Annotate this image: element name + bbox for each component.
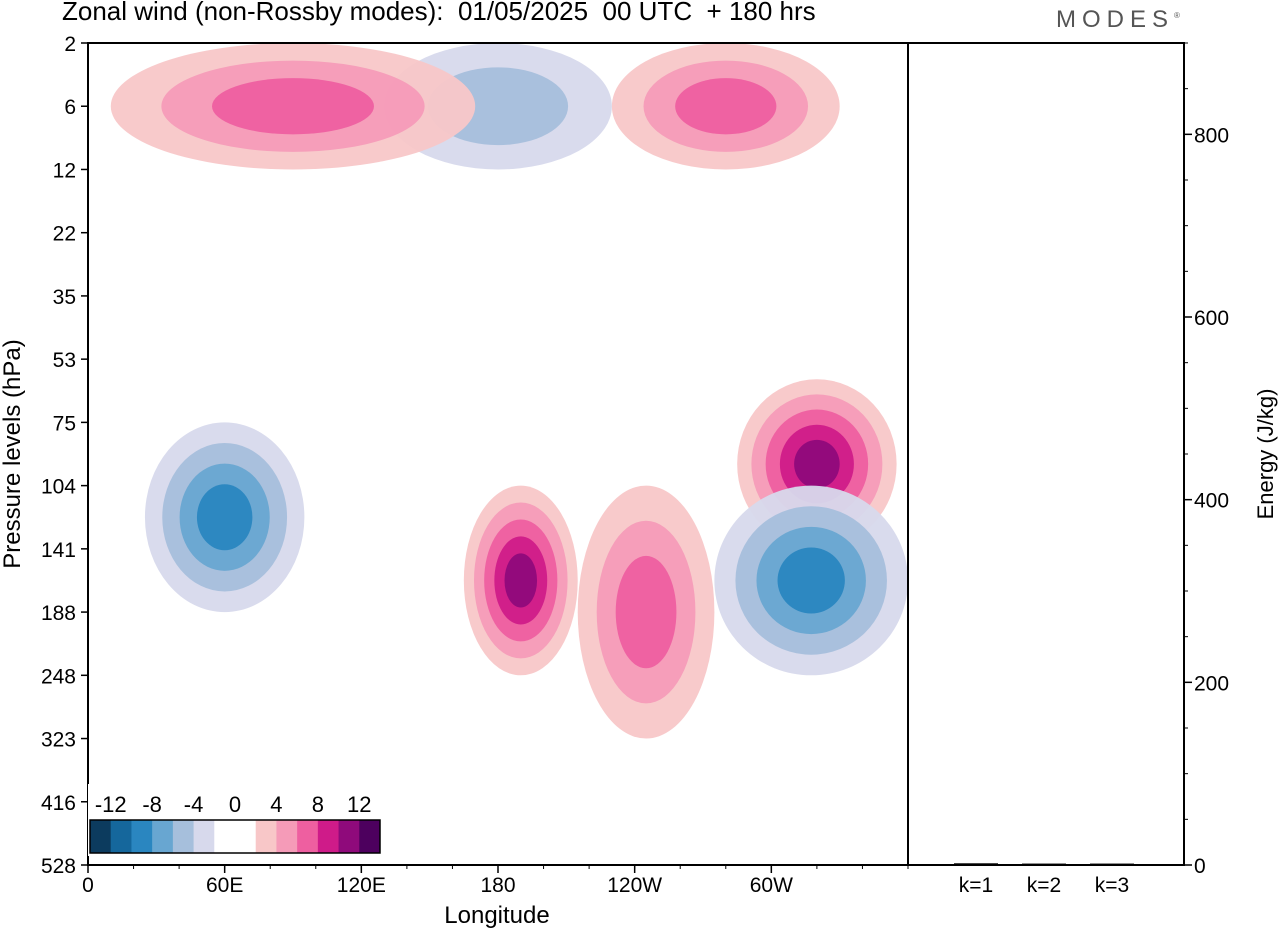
heatmap-contour xyxy=(504,553,538,608)
y-tick-label: 22 xyxy=(53,223,76,246)
energy-category-label: k=1 xyxy=(959,874,993,897)
energy-category-label: k=2 xyxy=(1027,874,1061,897)
heatmap-contour xyxy=(794,439,840,489)
y-tick-label: 6 xyxy=(64,96,76,119)
heatmap-contour xyxy=(615,555,677,669)
heatmap-field xyxy=(110,43,908,739)
colorbar-label: -8 xyxy=(142,792,162,817)
colorbar-swatch xyxy=(214,820,236,853)
x-tick-label: 120W xyxy=(607,874,662,897)
colorbar-swatch xyxy=(193,820,215,853)
y-tick-label: 104 xyxy=(41,476,76,499)
tick-labels: 0 60E 120E 180 120W 60W 2 6 12 22 35 53 75 104 141 188 2… xyxy=(41,33,1229,897)
colorbar-label: 8 xyxy=(312,792,324,817)
colorbar-swatch xyxy=(317,820,340,853)
y-tick-label: 188 xyxy=(41,602,76,625)
y-tick-label: 2 xyxy=(64,33,76,56)
y-tick-label: 323 xyxy=(41,729,76,752)
colorbar-label: -12 xyxy=(95,792,127,817)
energy-tick-label: 0 xyxy=(1194,855,1206,878)
x-tick-label: 0 xyxy=(82,874,94,897)
brand-logo: MODES® xyxy=(1056,6,1180,34)
energy-axis-label: Energy (J/kg) xyxy=(1253,389,1278,520)
y-tick-label: 35 xyxy=(53,286,76,309)
colorbar-swatch xyxy=(110,820,132,853)
x-axis-label: Longitude xyxy=(444,902,549,929)
x-tick-label: 60W xyxy=(750,874,793,897)
heatmap-contour xyxy=(196,484,253,551)
energy-tick-label: 400 xyxy=(1194,490,1229,513)
heatmap-feature xyxy=(144,422,305,613)
colorbar: -12 -8 -4 0 4 8 12 xyxy=(88,784,384,856)
y-tick-label: 416 xyxy=(41,792,76,815)
x-tick-label: 120E xyxy=(337,874,386,897)
colorbar-label: 12 xyxy=(347,792,371,817)
colorbar-swatch xyxy=(152,820,174,853)
y-tick-label: 248 xyxy=(41,665,76,688)
colorbar-swatch xyxy=(255,820,277,853)
colorbar-swatch xyxy=(172,820,195,853)
heatmap-contour xyxy=(212,78,374,135)
colorbar-swatch xyxy=(338,820,360,853)
colorbar-frame xyxy=(89,819,381,854)
energy-category-label: k=3 xyxy=(1095,874,1129,897)
energy-frame xyxy=(907,42,1185,866)
x-tick-label: 60E xyxy=(206,874,243,897)
colorbar-swatch xyxy=(359,820,381,853)
colorbar-swatch xyxy=(90,820,112,853)
y-tick-label: 53 xyxy=(53,349,76,372)
colorbar-swatch xyxy=(297,820,319,853)
colorbar-label: 0 xyxy=(229,792,241,817)
y-tick-label: 528 xyxy=(41,855,76,878)
colorbar-swatch xyxy=(276,820,298,853)
y-axis-label: Pressure levels (hPa) xyxy=(0,339,26,568)
heatmap-feature xyxy=(110,43,476,170)
heatmap-feature xyxy=(611,43,840,170)
y-tick-label: 12 xyxy=(53,159,76,182)
heatmap-contour xyxy=(675,78,777,135)
energy-tick-label: 600 xyxy=(1194,307,1229,330)
energy-tick-label: 200 xyxy=(1194,672,1229,695)
heatmap-contour xyxy=(777,547,845,614)
energy-tick-label: 800 xyxy=(1194,124,1229,147)
colorbar-swatch xyxy=(235,820,257,853)
brand-text: MODES xyxy=(1056,6,1175,33)
brand-mark: ® xyxy=(1174,11,1180,20)
y-tick-label: 75 xyxy=(53,412,76,435)
colorbar-swatch xyxy=(131,820,153,853)
heatmap-feature xyxy=(463,485,578,676)
chart-title: Zonal wind (non-Rossby modes): 01/05/202… xyxy=(62,0,816,26)
x-tick-label: 180 xyxy=(480,874,515,897)
colorbar-label: 4 xyxy=(270,792,282,817)
heatmap-feature xyxy=(577,485,715,739)
colorbar-label: -4 xyxy=(184,792,204,817)
y-tick-label: 141 xyxy=(41,539,76,562)
heatmap-feature xyxy=(714,485,908,676)
